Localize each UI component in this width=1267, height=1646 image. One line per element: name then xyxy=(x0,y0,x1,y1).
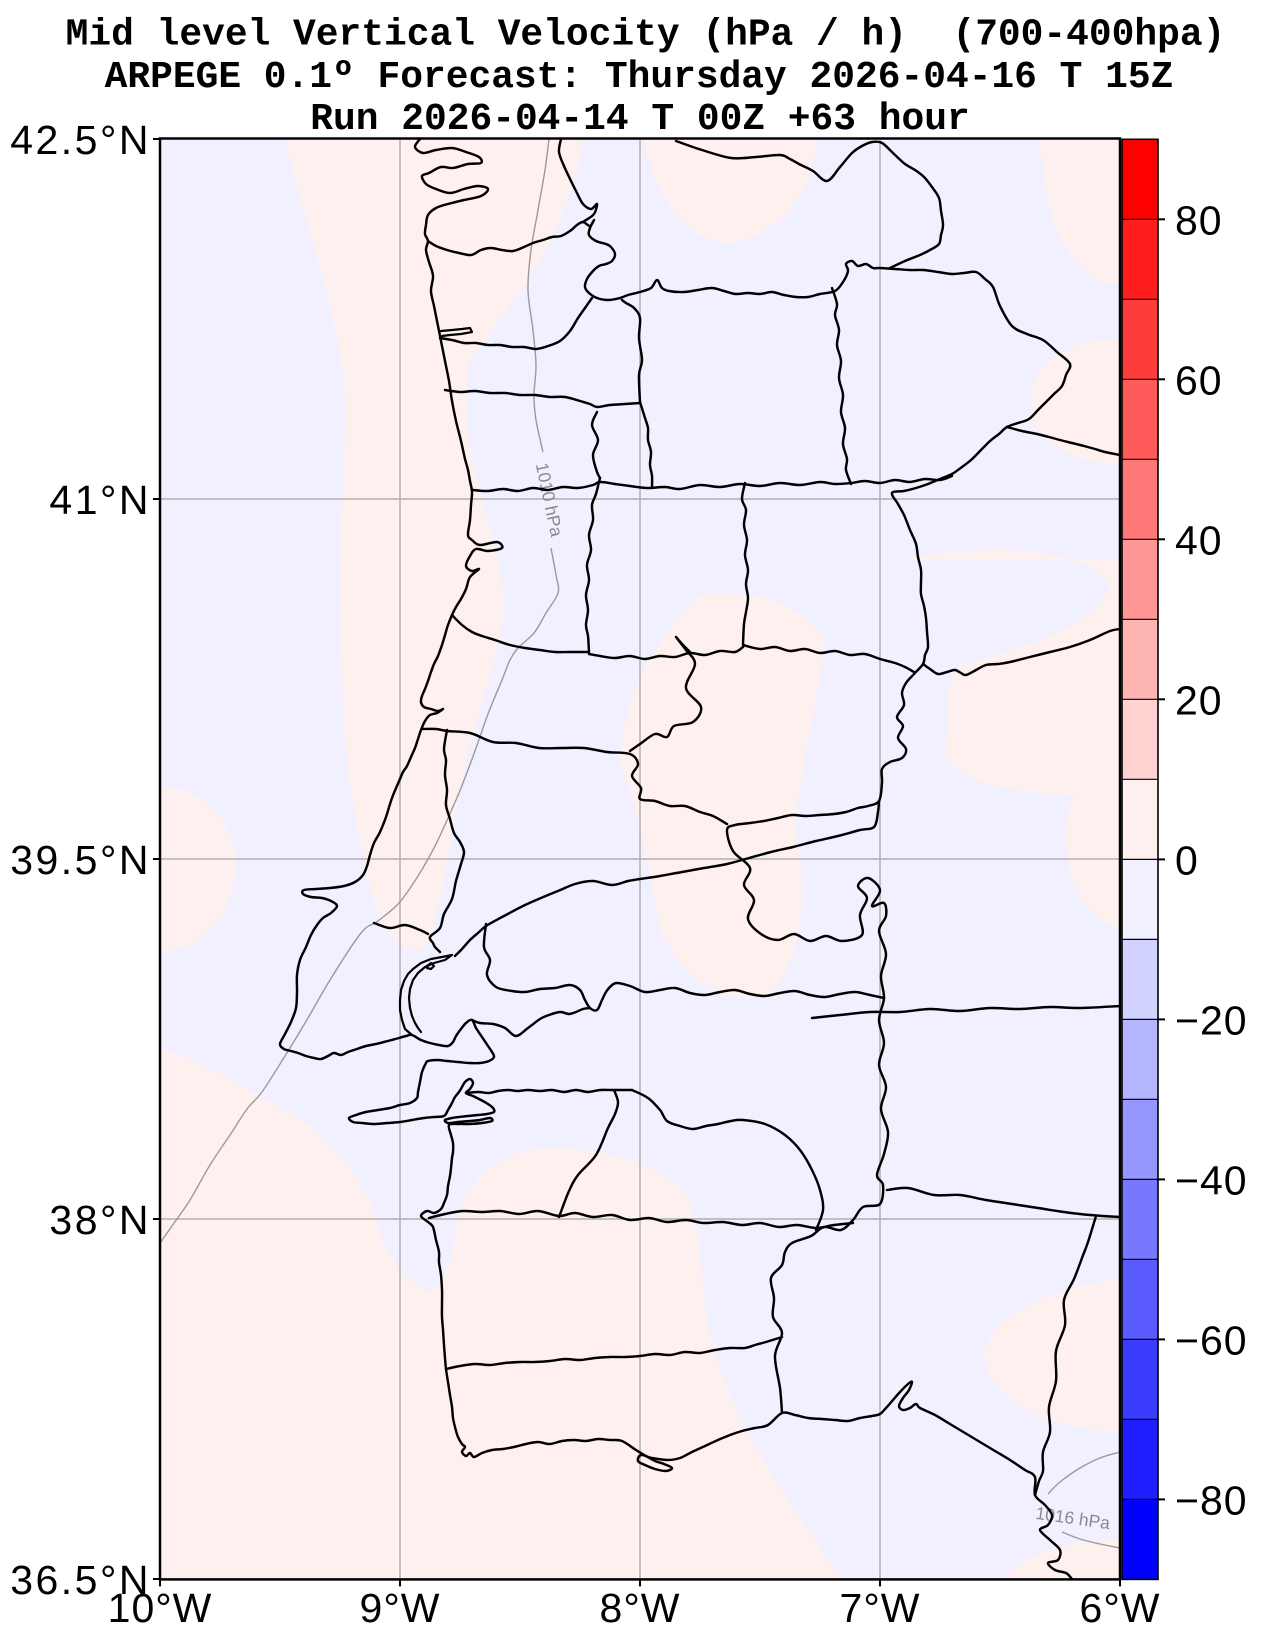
svg-text:41°N: 41°N xyxy=(49,477,151,523)
svg-text:40: 40 xyxy=(1175,517,1223,563)
svg-text:8°W: 8°W xyxy=(600,1585,681,1631)
svg-text:6°W: 6°W xyxy=(1080,1585,1161,1631)
svg-text:9°W: 9°W xyxy=(360,1585,441,1631)
svg-text:36.5°N: 36.5°N xyxy=(10,1557,151,1603)
svg-text:10°W: 10°W xyxy=(108,1585,213,1631)
svg-text:−80: −80 xyxy=(1175,1477,1248,1523)
svg-text:ARPEGE 0.1º Forecast: Thursday: ARPEGE 0.1º Forecast: Thursday 2026-04-1… xyxy=(105,56,1174,99)
svg-text:−40: −40 xyxy=(1175,1157,1248,1203)
svg-text:80: 80 xyxy=(1175,197,1223,243)
svg-text:−20: −20 xyxy=(1175,997,1248,1043)
svg-text:7°W: 7°W xyxy=(840,1585,921,1631)
svg-text:38°N: 38°N xyxy=(49,1197,151,1243)
svg-text:20: 20 xyxy=(1175,677,1223,723)
svg-text:Run 2026-04-14 T 00Z +63 hour: Run 2026-04-14 T 00Z +63 hour xyxy=(310,98,969,141)
svg-text:42.5°N: 42.5°N xyxy=(10,117,151,163)
svg-text:−60: −60 xyxy=(1175,1317,1248,1363)
svg-text:Mid level Vertical Velocity (h: Mid level Vertical Velocity (hPa / h) (7… xyxy=(66,13,1226,56)
svg-text:39.5°N: 39.5°N xyxy=(10,837,151,883)
svg-text:0: 0 xyxy=(1175,837,1199,883)
svg-text:60: 60 xyxy=(1175,357,1223,403)
